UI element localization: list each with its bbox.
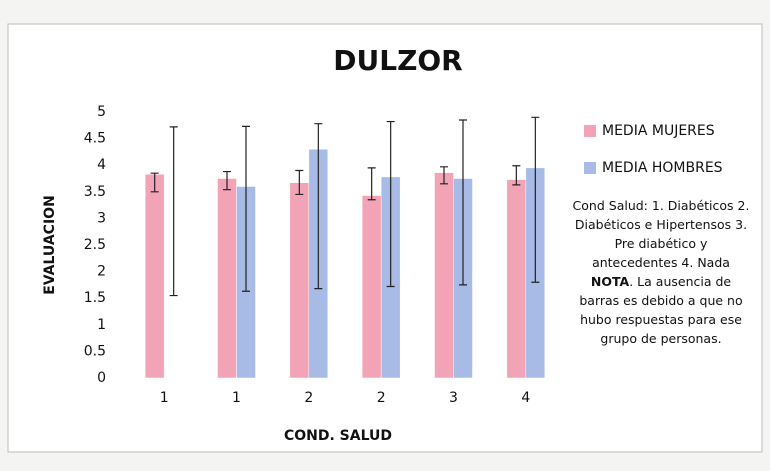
- y-tick-label: 0: [97, 370, 106, 386]
- error-bar: [512, 165, 521, 186]
- y-tick-label: 2: [97, 264, 106, 280]
- note-text: Cond Salud: 1. Diabéticos 2. Diabéticos …: [572, 198, 750, 270]
- y-tick-label: 2.5: [84, 237, 106, 253]
- bar: [434, 172, 454, 379]
- y-tick-label: 4: [97, 157, 106, 173]
- note-text: . La ausencia de barras es debido a que …: [579, 274, 743, 346]
- error-bar: [295, 169, 304, 196]
- error-bar: [386, 120, 395, 288]
- error-bar: [223, 170, 231, 191]
- bar: [217, 178, 237, 379]
- y-tick-label: 4.5: [84, 131, 106, 147]
- error-bar: [440, 166, 448, 185]
- chart-title: DULZOR: [333, 44, 463, 77]
- legend-label: MEDIA HOMBRES: [602, 160, 723, 176]
- error-bar: [367, 167, 376, 201]
- legend-label: MEDIA MUJERES: [602, 123, 715, 139]
- bar: [506, 179, 527, 379]
- x-tick-label: 4: [521, 390, 530, 406]
- y-tick-label: 0.5: [84, 343, 106, 359]
- legend-swatch: [584, 162, 596, 174]
- error-bar: [459, 119, 467, 286]
- y-tick-label: 1: [97, 317, 106, 333]
- bar: [289, 182, 310, 379]
- note-box: Cond Salud: 1. Diabéticos 2. Diabéticos …: [566, 188, 756, 414]
- error-bar: [150, 172, 159, 193]
- y-tick-label: 5: [97, 104, 106, 120]
- legend-swatch: [584, 125, 596, 137]
- x-tick-label: 2: [304, 390, 313, 406]
- x-tick-label: 1: [232, 390, 241, 406]
- y-tick-label: 3.5: [84, 184, 106, 200]
- y-tick-label: 1.5: [84, 290, 106, 306]
- y-axis-label: EVALUACION: [42, 195, 58, 295]
- y-tick-label: 3: [97, 210, 106, 226]
- x-axis-label: COND. SALUD: [284, 428, 392, 444]
- bar: [144, 173, 165, 379]
- x-tick-label: 2: [377, 390, 386, 406]
- x-tick-label: 3: [449, 390, 458, 406]
- error-bar: [169, 126, 178, 297]
- bar: [361, 195, 382, 379]
- note-bold: NOTA: [590, 274, 630, 289]
- error-bar: [242, 125, 250, 292]
- error-bar: [531, 116, 540, 283]
- error-bar: [314, 123, 323, 290]
- x-tick-label: 1: [160, 390, 169, 406]
